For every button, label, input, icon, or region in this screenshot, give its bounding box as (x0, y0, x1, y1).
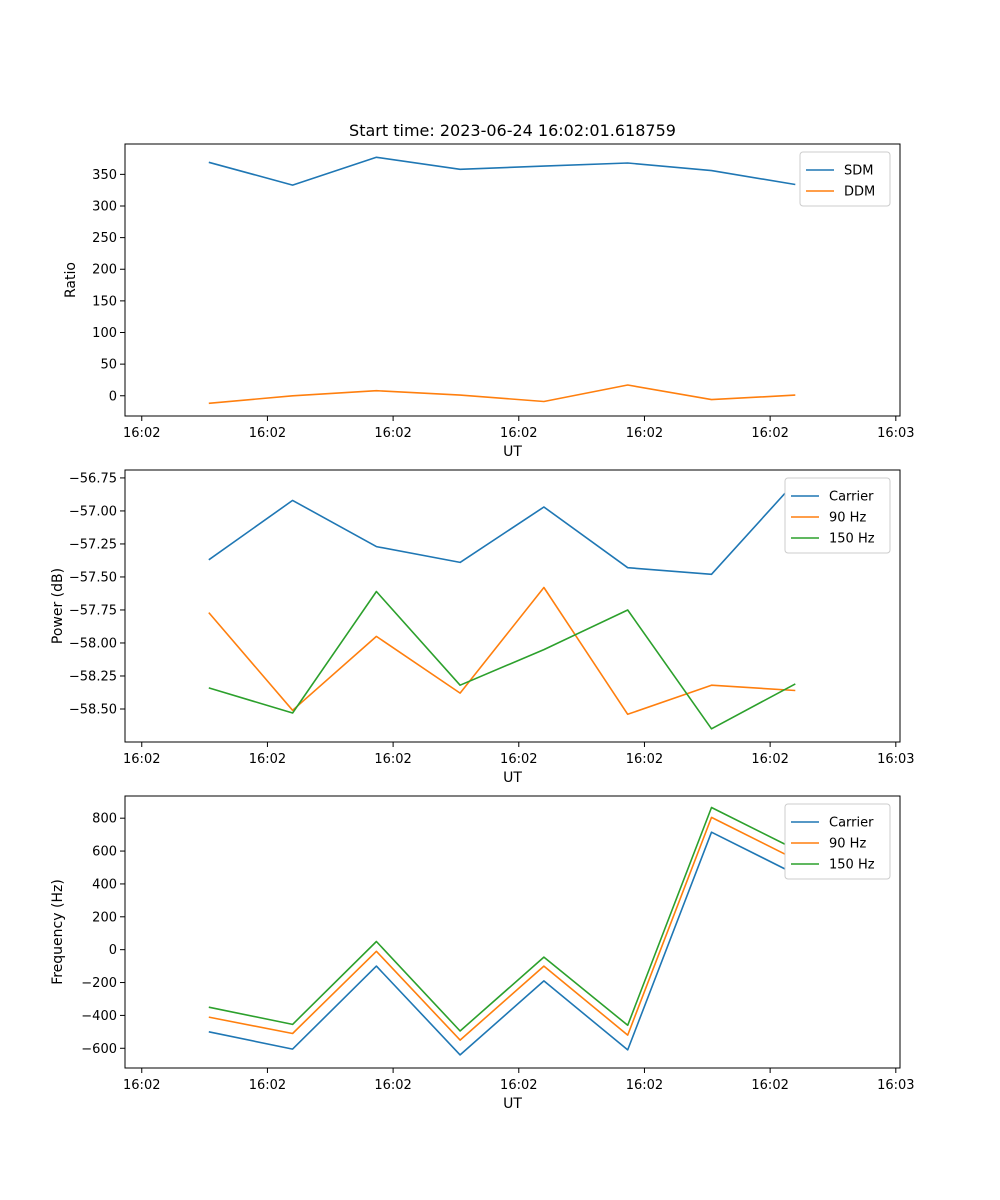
legend-box (799, 151, 891, 207)
x-tick-label: 16:02 (123, 752, 160, 767)
series-line-90-hz (208, 586, 796, 716)
y-tick-label: 0 (109, 943, 117, 958)
legend-label-150-hz: 150 Hz (829, 532, 875, 547)
x-tick-label: 16:03 (877, 752, 914, 767)
legend-label-90-hz: 90 Hz (829, 511, 866, 526)
y-tick-label: 0 (109, 389, 117, 404)
y-tick-label: −400 (81, 1009, 117, 1024)
x-tick-label: 16:02 (374, 1078, 411, 1093)
x-axis-label: UT (503, 1096, 522, 1112)
x-tick-label: 16:03 (877, 1078, 914, 1093)
chart-title: Start time: 2023-06-24 16:02:01.618759 (349, 121, 676, 140)
x-tick-label: 16:02 (249, 426, 286, 441)
x-tick-label: 16:02 (123, 426, 160, 441)
frequency-panel: 16:02 16:02 16:02 16:02 16:02 16:02 16:03 −600 −… (50, 795, 915, 1112)
legend: Carrier 90 Hz 150 Hz (784, 477, 891, 554)
y-axis-label: Ratio (63, 262, 79, 298)
y-tick-label: 800 (92, 812, 117, 827)
x-tick-label: 16:03 (877, 426, 914, 441)
y-tick-label: −600 (81, 1042, 117, 1057)
x-tick-label: 16:02 (626, 1078, 663, 1093)
y-tick-label: −200 (81, 976, 117, 991)
series-line-150-hz (208, 806, 796, 1032)
legend-label-carrier: Carrier (829, 816, 874, 831)
x-tick-label: 16:02 (500, 752, 537, 767)
x-tick-label: 16:02 (374, 426, 411, 441)
series-line-ddm (208, 384, 796, 405)
y-tick-label: 400 (92, 877, 117, 892)
y-tick-label: −57.25 (69, 537, 117, 552)
series-line-90-hz (208, 816, 796, 1041)
x-tick-label: 16:02 (751, 426, 788, 441)
y-tick-label: 350 (92, 168, 117, 183)
y-axis-label: Power (dB) (50, 568, 66, 644)
y-tick-label: 100 (92, 326, 117, 341)
x-tick-label: 16:02 (123, 1078, 160, 1093)
series-line-150-hz (208, 590, 796, 730)
y-tick-label: −58.50 (69, 702, 117, 717)
y-tick-label: −56.75 (69, 471, 117, 486)
x-tick-label: 16:02 (626, 426, 663, 441)
y-tick-label: −57.50 (69, 570, 117, 585)
y-tick-label: 50 (100, 358, 117, 373)
legend-label-90-hz: 90 Hz (829, 837, 866, 852)
x-tick-label: 16:02 (374, 752, 411, 767)
legend-label-carrier: Carrier (829, 490, 874, 505)
legend-label-ddm: DDM (844, 185, 875, 200)
x-tick-label: 16:02 (249, 752, 286, 767)
y-tick-label: 150 (92, 294, 117, 309)
y-tick-label: −57.75 (69, 603, 117, 618)
plot-frame (124, 469, 901, 743)
plot-frame (124, 795, 901, 1069)
x-axis-label: UT (503, 444, 522, 460)
x-tick-label: 16:02 (751, 1078, 788, 1093)
x-tick-label: 16:02 (500, 426, 537, 441)
y-tick-label: 200 (92, 910, 117, 925)
x-tick-label: 16:02 (500, 1078, 537, 1093)
y-tick-label: 200 (92, 263, 117, 278)
y-axis-label: Frequency (Hz) (50, 879, 66, 985)
legend-label-150-hz: 150 Hz (829, 858, 875, 873)
series-line-carrier (208, 831, 796, 1056)
series-line-carrier (208, 481, 796, 576)
x-tick-label: 16:02 (249, 1078, 286, 1093)
y-tick-label: −57.00 (69, 504, 117, 519)
power-panel: 16:02 16:02 16:02 16:02 16:02 16:02 16:03 −58.5… (50, 469, 915, 786)
ratio-panel: Start time: 2023-06-24 16:02:01.618759 16… (63, 121, 915, 460)
x-tick-label: 16:02 (626, 752, 663, 767)
y-tick-label: −58.00 (69, 636, 117, 651)
legend: Carrier 90 Hz 150 Hz (784, 803, 891, 880)
x-tick-label: 16:02 (751, 752, 788, 767)
y-tick-label: 300 (92, 199, 117, 214)
legend: SDM DDM (799, 151, 891, 207)
y-tick-label: 250 (92, 231, 117, 246)
y-tick-label: 600 (92, 845, 117, 860)
y-tick-label: −58.25 (69, 669, 117, 684)
series-line-sdm (208, 156, 796, 186)
x-axis-label: UT (503, 770, 522, 786)
legend-label-sdm: SDM (844, 164, 873, 179)
plot-frame (124, 143, 901, 417)
